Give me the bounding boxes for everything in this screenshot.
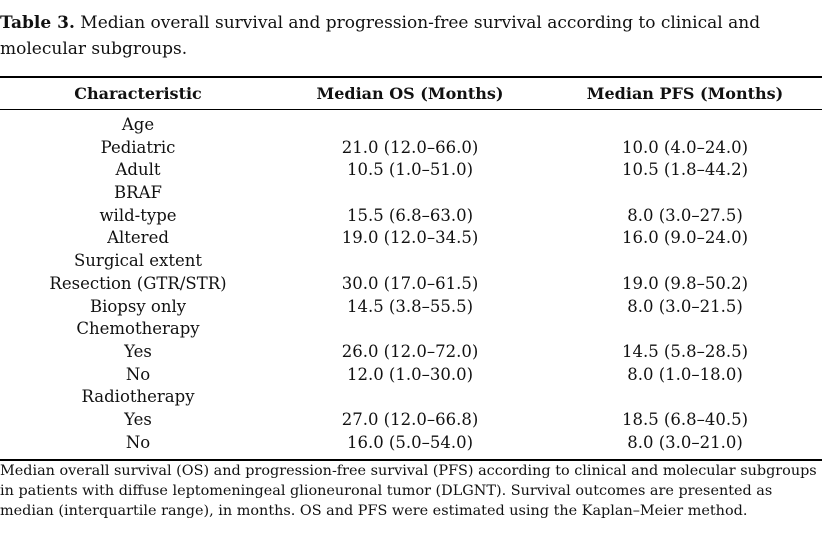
characteristic-cell: Biopsy only: [89, 296, 187, 316]
median-pfs-cell: 8.0 (1.0–18.0): [627, 364, 743, 384]
median-os-cell: 19.0 (12.0–34.5): [341, 228, 479, 248]
characteristic-cell: Adult: [115, 160, 161, 180]
median-os-cell: 16.0 (5.0–54.0): [346, 432, 474, 452]
characteristic-cell: Chemotherapy: [76, 319, 200, 339]
table-row: wild-type 15.5 (6.8–63.0) 8.0 (3.0–27.5): [0, 205, 822, 228]
median-pfs-cell: 8.0 (3.0–27.5): [627, 205, 743, 225]
median-pfs-cell: 19.0 (9.8–50.2): [621, 273, 749, 293]
characteristic-cell: No: [125, 432, 151, 452]
table-header-rule: [0, 109, 822, 110]
table-header-row: Characteristic Median OS (Months) Median…: [0, 81, 822, 107]
table-row: Pediatric 21.0 (12.0–66.0) 10.0 (4.0–24.0): [0, 137, 822, 160]
median-os-cell: 10.5 (1.0–51.0): [346, 160, 474, 180]
characteristic-cell: Radiotherapy: [81, 387, 195, 407]
table-row: Surgical extent: [0, 250, 822, 273]
table-row: Adult 10.5 (1.0–51.0) 10.5 (1.8–44.2): [0, 159, 822, 182]
median-os-cell: 15.5 (6.8–63.0): [346, 205, 474, 225]
table-caption-label: Table 3.: [0, 13, 75, 33]
characteristic-cell: Resection (GTR/STR): [49, 273, 227, 293]
median-os-cell: 26.0 (12.0–72.0): [341, 341, 479, 361]
median-os-cell: 14.5 (3.8–55.5): [346, 296, 474, 316]
table-row: No 16.0 (5.0–54.0) 8.0 (3.0–21.0): [0, 432, 822, 455]
median-os-cell: 12.0 (1.0–30.0): [346, 364, 474, 384]
table-footnote: Median overall survival (OS) and progres…: [0, 463, 817, 519]
table-body: Age Pediatric 21.0 (12.0–66.0) 10.0 (4.0–24…: [0, 114, 822, 454]
median-os-cell: 30.0 (17.0–61.5): [341, 273, 479, 293]
characteristic-cell: Pediatric: [100, 137, 176, 157]
table-bottom-rule: [0, 459, 822, 461]
median-os-cell: 27.0 (12.0–66.8): [341, 409, 479, 429]
table-row: Biopsy only 14.5 (3.8–55.5) 8.0 (3.0–21.5): [0, 296, 822, 319]
table-caption-text: Median overall survival and progression-…: [0, 13, 761, 59]
characteristic-cell: BRAF: [114, 183, 162, 203]
table-row: Radiotherapy: [0, 386, 822, 409]
median-os-cell: 21.0 (12.0–66.0): [341, 137, 479, 157]
median-pfs-cell: 8.0 (3.0–21.5): [627, 296, 743, 316]
characteristic-cell: Yes: [124, 409, 152, 429]
median-pfs-cell: 8.0 (3.0–21.0): [627, 432, 743, 452]
median-pfs-cell: 16.0 (9.0–24.0): [621, 228, 749, 248]
table-row: Altered 19.0 (12.0–34.5) 16.0 (9.0–24.0): [0, 227, 822, 250]
table-caption: Table 3. Median overall survival and pro…: [0, 10, 822, 62]
table-row: Chemotherapy: [0, 318, 822, 341]
table-row: Resection (GTR/STR) 30.0 (17.0–61.5) 19.0 …: [0, 273, 822, 296]
header-median-os: Median OS (Months): [316, 84, 504, 103]
characteristic-cell: Age: [121, 115, 155, 134]
table-top-rule: [0, 76, 822, 78]
characteristic-cell: Yes: [124, 341, 152, 361]
median-pfs-cell: 10.0 (4.0–24.0): [621, 137, 749, 157]
header-median-pfs: Median PFS (Months): [586, 84, 784, 103]
median-pfs-cell: 18.5 (6.8–40.5): [621, 409, 749, 429]
characteristic-cell: wild-type: [99, 205, 177, 225]
table-row: No 12.0 (1.0–30.0) 8.0 (1.0–18.0): [0, 364, 822, 387]
table-row: Age: [0, 114, 822, 137]
table-row: Yes 27.0 (12.0–66.8) 18.5 (6.8–40.5): [0, 409, 822, 432]
table-row: BRAF: [0, 182, 822, 205]
characteristic-cell: Altered: [107, 228, 169, 248]
characteristic-cell: Surgical extent: [74, 251, 202, 271]
table-row: Yes 26.0 (12.0–72.0) 14.5 (5.8–28.5): [0, 341, 822, 364]
median-pfs-cell: 14.5 (5.8–28.5): [621, 341, 749, 361]
characteristic-cell: No: [125, 364, 151, 384]
header-characteristic: Characteristic: [74, 84, 202, 103]
median-pfs-cell: 10.5 (1.8–44.2): [621, 160, 749, 180]
